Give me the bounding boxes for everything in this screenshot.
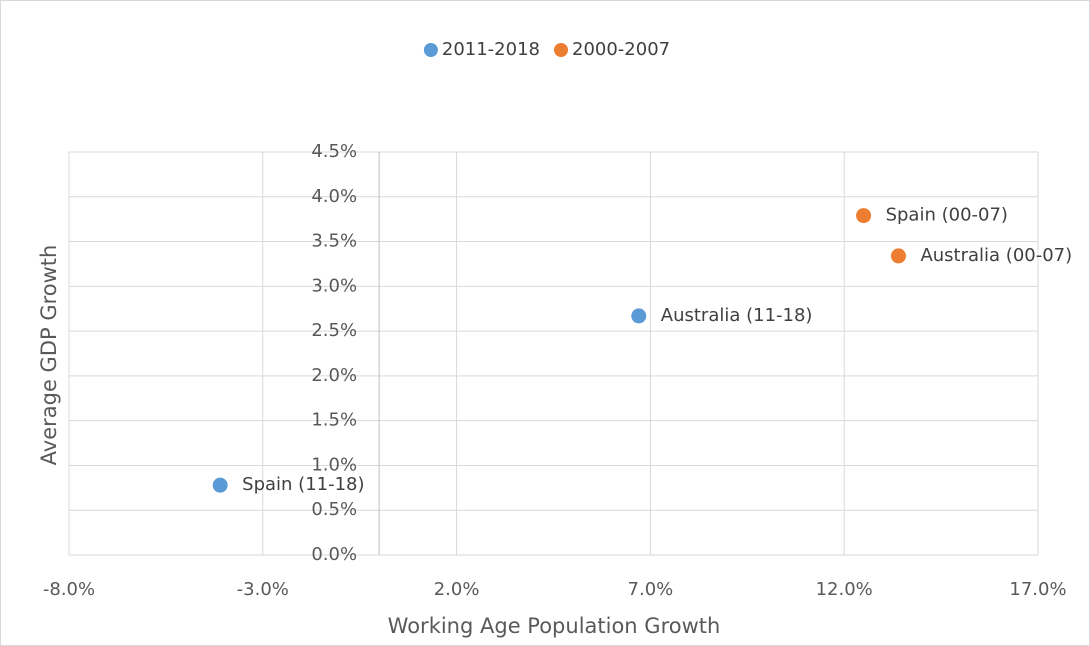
- y-tick-label: 0.5%: [311, 499, 357, 520]
- point-label: Australia (11-18): [661, 305, 813, 326]
- legend-label: 2011-2018: [442, 39, 540, 60]
- x-tick-label: 2.0%: [434, 579, 480, 600]
- y-tick-label: 3.0%: [311, 275, 357, 296]
- point-label: Australia (00-07): [920, 245, 1072, 266]
- y-tick-label: 4.0%: [311, 186, 357, 207]
- x-tick-label: 7.0%: [628, 579, 674, 600]
- point: [212, 477, 228, 493]
- legend-marker: [554, 43, 568, 57]
- x-tick-label: 12.0%: [816, 579, 873, 600]
- y-tick-label: 1.5%: [311, 410, 357, 431]
- y-tick-label: 1.0%: [311, 454, 357, 475]
- point-label: Spain (00-07): [886, 205, 1008, 226]
- y-tick-label: 0.0%: [311, 544, 357, 565]
- x-tick-label: 17.0%: [1009, 579, 1066, 600]
- y-tick-label: 4.5%: [311, 141, 357, 162]
- point: [856, 208, 872, 224]
- x-tick-label: -8.0%: [43, 579, 95, 600]
- y-tick-label: 2.0%: [311, 365, 357, 386]
- y-tick-label: 2.5%: [311, 320, 357, 341]
- legend-marker: [423, 43, 438, 57]
- point: [631, 308, 647, 324]
- y-tick-label: 3.5%: [311, 231, 357, 252]
- legend-label: 2000-2007: [572, 39, 670, 60]
- y-axis-title: Average GDP Growth: [37, 245, 61, 466]
- point: [890, 248, 906, 264]
- x-axis-title: Working Age Population Growth: [388, 614, 721, 638]
- x-tick-label: -3.0%: [237, 579, 289, 600]
- point-label: Spain (11-18): [242, 474, 364, 495]
